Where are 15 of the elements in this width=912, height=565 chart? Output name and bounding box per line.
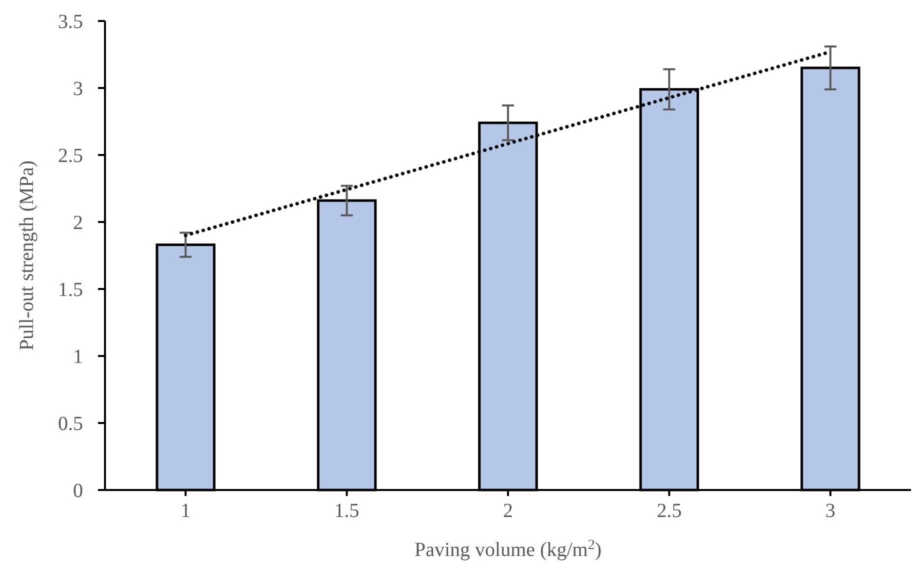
- y-tick-label: 1: [73, 346, 83, 368]
- x-axis-title: Paving volume (kg/m$^{2}$): [414, 538, 602, 561]
- x-tick-label: 2: [503, 500, 513, 522]
- x-tick-label: 3: [825, 500, 836, 522]
- x-tick-label: 2.5: [656, 500, 682, 522]
- y-tick-label: 3.5: [58, 11, 83, 33]
- y-tick-label: 1.5: [58, 279, 83, 301]
- y-tick-label: 0.5: [58, 413, 83, 435]
- x-tick-label: 1.5: [334, 500, 360, 522]
- y-tick-label: 2.5: [58, 145, 83, 167]
- y-axis-title: Pull-out strength (MPa): [16, 160, 38, 350]
- y-tick-label: 2: [73, 212, 83, 234]
- y-tick-label: 3: [73, 78, 83, 100]
- x-tick-label: 1: [180, 500, 191, 522]
- y-tick-label: 0: [73, 480, 83, 502]
